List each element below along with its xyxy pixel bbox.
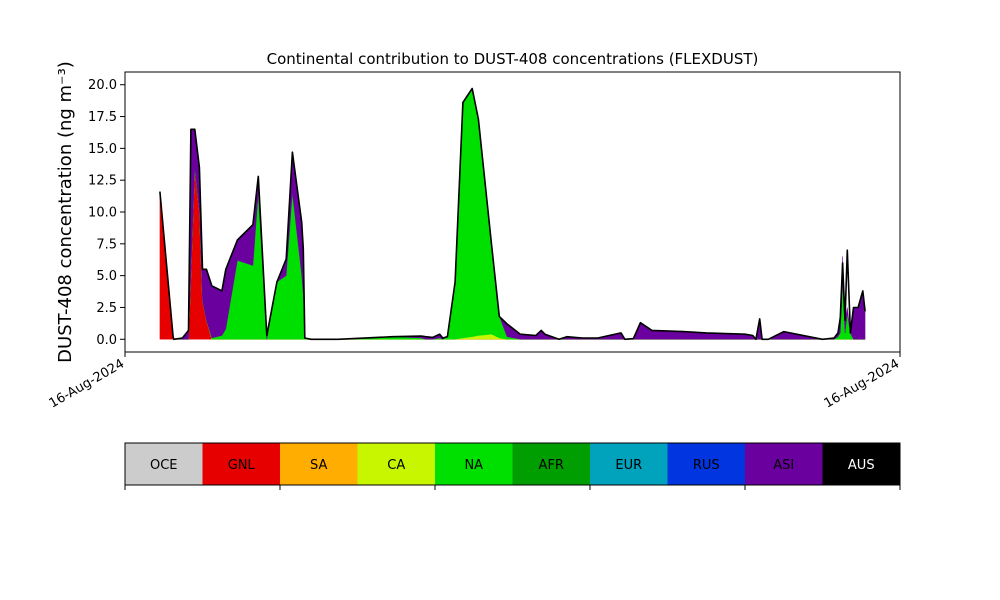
x-tick-label: 16-Aug-2024 bbox=[822, 356, 902, 411]
legend-label-oce: OCE bbox=[150, 458, 178, 473]
legend-swatch-aus bbox=[822, 443, 901, 485]
y-axis-label: DUST-408 concentration (ng m⁻³) bbox=[55, 61, 76, 363]
y-tick-label: 10.0 bbox=[88, 206, 117, 221]
legend-swatch-na bbox=[435, 443, 513, 485]
chart-title: Continental contribution to DUST-408 con… bbox=[267, 50, 759, 68]
y-tick-label: 7.5 bbox=[96, 237, 117, 252]
legend-swatch-sa bbox=[280, 443, 358, 485]
legend-swatch-gnl bbox=[202, 443, 281, 485]
legend-frame bbox=[124, 442, 901, 486]
y-tick-label: 20.0 bbox=[88, 78, 117, 93]
y-tick-label: 5.0 bbox=[96, 269, 117, 284]
legend-swatch-asi bbox=[745, 443, 823, 485]
y-tick-label: 17.5 bbox=[88, 110, 117, 125]
legend-label-eur: EUR bbox=[615, 458, 642, 473]
legend-swatch-eur bbox=[590, 443, 668, 485]
legend-swatch-ca bbox=[357, 443, 436, 485]
x-tick-label: 16-Aug-2024 bbox=[47, 356, 127, 411]
y-tick-label: 2.5 bbox=[96, 301, 117, 316]
legend-label-sa: SA bbox=[310, 458, 327, 473]
legend-label-asi: ASI bbox=[773, 458, 794, 473]
y-tick-label: 12.5 bbox=[88, 174, 117, 189]
legend-swatch-oce bbox=[125, 443, 203, 485]
y-tick-label: 0.0 bbox=[96, 333, 117, 348]
legend-label-gnl: GNL bbox=[228, 458, 256, 473]
legend-swatch-afr bbox=[512, 443, 591, 485]
total-concentration-line bbox=[159, 87, 866, 341]
legend-label-afr: AFR bbox=[539, 458, 564, 473]
x-axis: 16-Aug-2024 16-Aug-2024 bbox=[47, 352, 902, 412]
legend-label-ca: CA bbox=[387, 458, 405, 473]
region-color-legend: OCE GNL SA CA NA AFR EUR RUS ASI AUS bbox=[124, 442, 901, 490]
legend-label-aus: AUS bbox=[848, 458, 875, 473]
legend-label-rus: RUS bbox=[693, 458, 720, 473]
legend-swatch-rus bbox=[667, 443, 746, 485]
legend-label-na: NA bbox=[464, 458, 483, 473]
y-axis: 0.0 2.5 5.0 7.5 10.0 12.5 15.0 17.5 20.0 bbox=[88, 78, 125, 348]
y-tick-label: 15.0 bbox=[88, 142, 117, 157]
